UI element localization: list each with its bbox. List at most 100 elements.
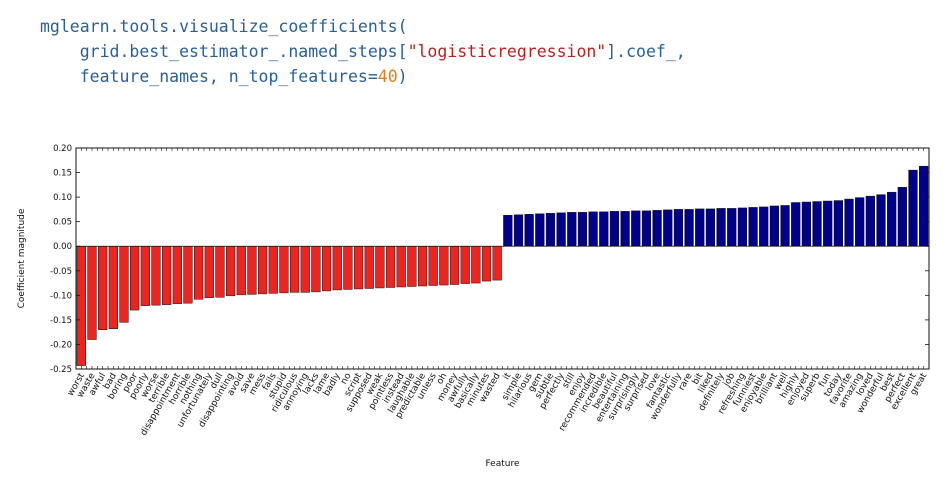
y-tick-label: -0.15 <box>50 316 72 326</box>
x-tick-label: oh <box>435 372 449 387</box>
y-tick-label: -0.20 <box>50 340 72 350</box>
bar-definitely <box>716 208 726 247</box>
bar-script <box>353 245 364 290</box>
bar-mess <box>257 245 268 295</box>
bar-fails <box>268 245 278 294</box>
bar-annoying <box>300 245 310 293</box>
bar-loved <box>865 195 875 247</box>
bar-great <box>919 165 929 247</box>
bar-well <box>780 205 790 247</box>
bar-gem <box>535 213 545 247</box>
bar-perfectly <box>556 212 566 247</box>
bar-weak <box>375 245 385 289</box>
y-tick-label: 0.10 <box>53 193 72 203</box>
bar-still <box>567 212 577 247</box>
bar-enjoyed <box>801 201 812 247</box>
y-tick-label: 0.05 <box>53 218 72 228</box>
code-line-3-suffix: ) <box>397 67 408 86</box>
x-axis-title: Feature <box>485 459 519 469</box>
bar-minutes <box>481 245 492 282</box>
bar-instead <box>396 245 406 288</box>
bar-terrible <box>162 245 172 305</box>
bar-best <box>887 191 897 247</box>
axes-layer: -0.25 -0.20 -0.15 -0.10 -0.05 0.00 0.05 0.10 0.1… <box>50 144 930 375</box>
code-string-literal: "logisticregression" <box>407 42 607 61</box>
bar-stupid <box>279 245 289 294</box>
bar-avoid <box>236 245 246 296</box>
bar-wonderfully <box>673 209 684 247</box>
bar-money <box>449 245 460 285</box>
bar-entertaining <box>620 211 630 247</box>
bar-disappointment <box>172 245 182 304</box>
bar-bit <box>695 208 705 247</box>
bar-poorly <box>140 245 150 306</box>
bar-beautiful <box>609 211 620 247</box>
bar-funniest <box>748 207 758 247</box>
bar-superb <box>812 201 822 247</box>
bar-enjoy <box>577 212 588 247</box>
code-line-2-prefix: grid.best_estimator_.named_steps[ <box>40 42 408 61</box>
bar-lame <box>321 245 332 292</box>
bar-simple <box>513 214 524 247</box>
y-tick-label: 0.00 <box>53 242 72 252</box>
bar-no <box>343 245 353 290</box>
bar-basically <box>471 245 481 284</box>
y-tick-label: -0.25 <box>50 365 72 375</box>
y-tick-label: -0.05 <box>50 267 72 277</box>
bar-surprised <box>641 210 652 247</box>
bar-awfully <box>460 245 470 284</box>
bar-wasted <box>492 245 502 281</box>
bar-recommended <box>588 211 598 247</box>
bar-lacks <box>311 245 321 293</box>
code-line-2: grid.best_estimator_.named_steps["logist… <box>40 42 686 61</box>
bar-love <box>652 210 662 247</box>
code-line-3-prefix: feature_names, n_top_features= <box>40 67 378 86</box>
labels-layer: worstwasteawfulbadboringpoorpoorlyworset… <box>66 371 930 438</box>
bar-laughable <box>407 245 417 287</box>
bar-brilliant <box>769 205 780 247</box>
bar-awful <box>98 245 108 330</box>
bar-disappointing <box>225 245 236 297</box>
bar-badly <box>332 245 342 291</box>
bar-oh <box>439 245 449 286</box>
bar-it <box>503 215 513 247</box>
bar-unless <box>428 245 438 286</box>
bar-today <box>833 200 843 247</box>
bar-surprisingly <box>631 210 641 247</box>
bar-predictable <box>417 245 428 287</box>
code-line-1: mglearn.tools.visualize_coefficients( <box>40 17 408 36</box>
bar-excellent <box>908 169 918 247</box>
bar-refreshing <box>737 207 748 247</box>
y-axis-title: Coefficient magnitude <box>17 208 27 308</box>
code-cell: mglearn.tools.visualize_coefficients( gr… <box>40 14 686 89</box>
bar-ridiculous <box>289 245 300 293</box>
y-tick-label: 0.20 <box>53 144 72 154</box>
bar-fantastic <box>663 209 673 247</box>
y-tick-label: 0.15 <box>53 169 72 179</box>
bar-favorite <box>844 198 854 247</box>
bar-nothing <box>194 245 204 300</box>
bar-hilarious <box>524 214 534 247</box>
bar-fun <box>823 200 833 247</box>
bar-subtle <box>545 213 556 247</box>
bar-boring <box>119 245 129 323</box>
bar-worst <box>76 245 86 366</box>
code-number-literal: 40 <box>377 67 398 86</box>
y-tick-label: -0.10 <box>50 291 72 301</box>
bar-job <box>727 208 737 247</box>
bar-enjoyable <box>759 206 769 247</box>
bar-unfortunately <box>204 245 214 299</box>
bar-bad <box>108 245 118 329</box>
bar-rare <box>684 209 694 247</box>
bar-wonderful <box>876 194 886 247</box>
bar-incredible <box>599 211 609 247</box>
bar-amazing <box>855 197 865 247</box>
bar-pointless <box>385 245 396 288</box>
code-line-3: feature_names, n_top_features=40) <box>40 67 408 86</box>
code-line-2-suffix: ].coef_, <box>606 42 686 61</box>
bar-waste <box>87 245 97 340</box>
bar-perfect <box>897 187 907 247</box>
bar-supposed <box>364 245 374 289</box>
x-tick-label: it <box>502 371 514 382</box>
